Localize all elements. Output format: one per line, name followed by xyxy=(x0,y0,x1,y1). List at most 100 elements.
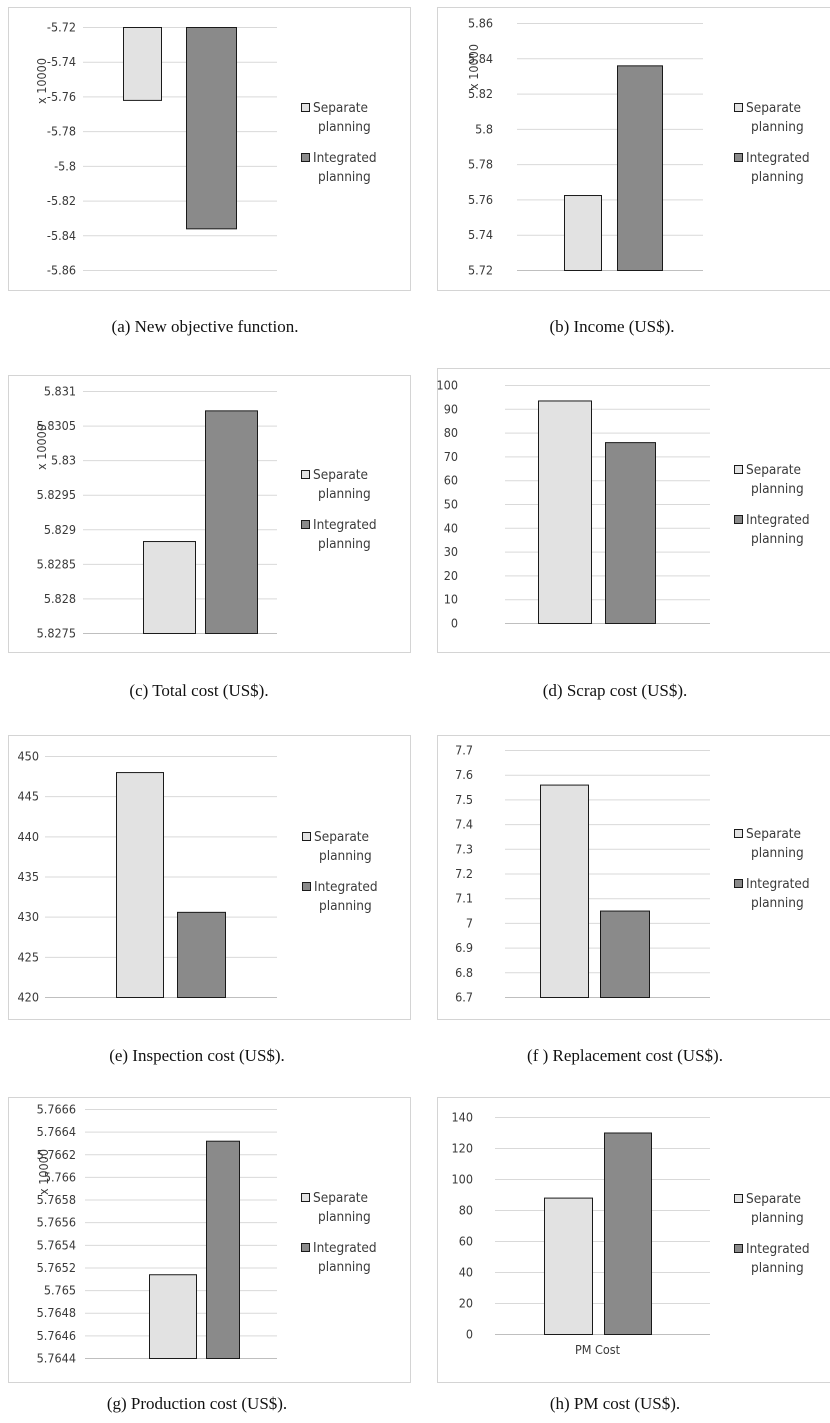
y-tick-label: 7.4 xyxy=(455,817,473,832)
legend-label: planning xyxy=(318,1259,371,1275)
legend-label: planning xyxy=(319,898,372,914)
y-tick-label: 5.7658 xyxy=(37,1192,76,1207)
legend-label: planning xyxy=(318,169,371,185)
chart-f-svg: 7.7 7.6 7.5 7.4 7.3 7.2 7.1 7 6.9 6.8 6.7 Separate… xyxy=(437,735,830,1020)
chart-c-multiplier: x 10000 xyxy=(34,424,49,470)
legend-label: Integrated xyxy=(314,879,378,895)
chart-c-svg: 5.831 5.8305 5.83 5.8295 5.829 5.8285 5.828 5.8… xyxy=(8,375,411,653)
y-tick-label: 40 xyxy=(459,1265,473,1280)
y-tick-label: 5.7654 xyxy=(37,1237,76,1252)
bar-separate-planning xyxy=(123,27,162,101)
y-tick-label: 80 xyxy=(444,425,458,440)
y-tick-label: 5.7648 xyxy=(37,1305,76,1320)
bar-integrated-planning xyxy=(177,911,226,998)
bar-separate-planning xyxy=(143,541,196,634)
y-tick-label: 5.831 xyxy=(44,384,76,399)
bar-separate-planning xyxy=(564,195,602,271)
chart-panel-h: 140 120 100 80 60 40 20 0 PM Cost Separate plann… xyxy=(420,1092,830,1423)
chart-panel-e: 450 445 440 435 430 425 420 Separate planning In… xyxy=(0,730,420,1075)
chart-b-caption: (b) Income (US$). xyxy=(549,317,675,336)
legend-label: planning xyxy=(751,481,804,497)
y-tick-label: -5.8 xyxy=(54,158,76,173)
y-tick-label: 420 xyxy=(18,990,39,1005)
y-tick-label: 0 xyxy=(451,616,458,631)
legend-label: Separate xyxy=(746,462,801,478)
y-tick-label: 435 xyxy=(18,869,39,884)
y-tick-label: 5.78 xyxy=(468,157,493,172)
legend-label: planning xyxy=(751,1260,804,1276)
legend-label: Separate xyxy=(313,1190,368,1206)
chart-g-multiplier: x 10000 xyxy=(36,1149,51,1195)
y-tick-label: 430 xyxy=(18,909,39,924)
y-tick-label: 90 xyxy=(444,401,458,416)
chart-a-caption: (a) New objective function. xyxy=(111,317,299,336)
y-tick-label: 5.8305 xyxy=(37,418,76,433)
y-tick-label: 7 xyxy=(466,915,473,930)
legend-label: Integrated xyxy=(746,1241,810,1257)
legend-label: Integrated xyxy=(313,517,377,533)
y-tick-label: 6.8 xyxy=(455,965,473,980)
y-tick-label: 20 xyxy=(459,1296,473,1311)
y-tick-label: 0 xyxy=(466,1327,473,1342)
bar-integrated-planning xyxy=(205,410,258,634)
legend-label: planning xyxy=(318,536,371,552)
y-tick-label: 5.7656 xyxy=(37,1215,76,1230)
legend-swatch xyxy=(301,470,310,479)
y-tick-label: -5.86 xyxy=(47,263,76,278)
y-tick-label: 7.2 xyxy=(455,866,473,881)
y-tick-label: 7.3 xyxy=(455,841,473,856)
y-tick-label: 40 xyxy=(444,520,458,535)
y-tick-label: 6.7 xyxy=(455,990,473,1005)
chart-panel-c: 5.831 5.8305 5.83 5.8295 5.829 5.8285 5.828 5.8… xyxy=(0,368,420,713)
chart-a-multiplier: x 10000 xyxy=(34,58,49,104)
legend-swatch xyxy=(734,1194,743,1203)
y-tick-label: 5.8 xyxy=(475,121,493,136)
y-tick-label: 5.766 xyxy=(44,1169,76,1184)
y-tick-label: 5.7652 xyxy=(37,1260,76,1275)
y-tick-label: -5.74 xyxy=(47,54,76,69)
chart-g-svg: 5.7666 5.7664 5.7662 5.766 5.7658 5.7656 5.765… xyxy=(8,1097,411,1383)
bar-integrated-planning xyxy=(617,65,663,272)
bar-integrated-planning xyxy=(600,910,650,998)
y-tick-label: 5.7644 xyxy=(37,1351,76,1366)
bar-separate-planning xyxy=(149,1274,197,1359)
legend-label: Integrated xyxy=(313,150,377,166)
y-tick-label: -5.78 xyxy=(47,124,76,139)
legend-label: Integrated xyxy=(746,876,810,892)
y-tick-label: 120 xyxy=(452,1141,473,1156)
y-tick-label: 5.8275 xyxy=(37,626,76,641)
legend-label: planning xyxy=(751,1210,804,1226)
x-category-label: PM Cost xyxy=(575,1342,621,1357)
legend-swatch xyxy=(302,832,311,841)
legend-swatch xyxy=(734,515,743,524)
y-tick-label: 70 xyxy=(444,449,458,464)
legend-swatch xyxy=(734,879,743,888)
legend-swatch xyxy=(734,829,743,838)
legend-label: Separate xyxy=(313,467,368,483)
legend-swatch xyxy=(301,153,310,162)
y-tick-label: 450 xyxy=(18,749,39,764)
bar-integrated-planning xyxy=(605,442,656,625)
y-tick-label: -5.84 xyxy=(47,228,76,243)
chart-e-svg: 450 445 440 435 430 425 420 Separate planning In… xyxy=(8,735,411,1020)
chart-g-caption: (g) Production cost (US$). xyxy=(106,1394,288,1413)
legend-label: Integrated xyxy=(746,150,810,166)
legend-swatch xyxy=(301,103,310,112)
y-tick-label: -5.82 xyxy=(47,193,76,208)
legend-swatch xyxy=(302,882,311,891)
y-tick-label: 5.7666 xyxy=(37,1102,76,1117)
y-tick-label: 445 xyxy=(18,789,39,804)
legend-label: Separate xyxy=(746,1191,801,1207)
legend-label: planning xyxy=(751,845,804,861)
legend-label: planning xyxy=(751,119,804,135)
legend-swatch xyxy=(301,520,310,529)
y-tick-label: 5.84 xyxy=(468,51,493,66)
legend-label: planning xyxy=(751,531,804,547)
bar-integrated-planning xyxy=(206,1140,240,1360)
y-tick-label: 7.7 xyxy=(455,743,473,758)
y-tick-label: -5.72 xyxy=(47,20,76,35)
legend-label: Separate xyxy=(314,829,369,845)
bar-integrated-planning xyxy=(186,27,237,230)
y-tick-label: 440 xyxy=(18,829,39,844)
y-tick-label: 5.7662 xyxy=(37,1147,76,1162)
